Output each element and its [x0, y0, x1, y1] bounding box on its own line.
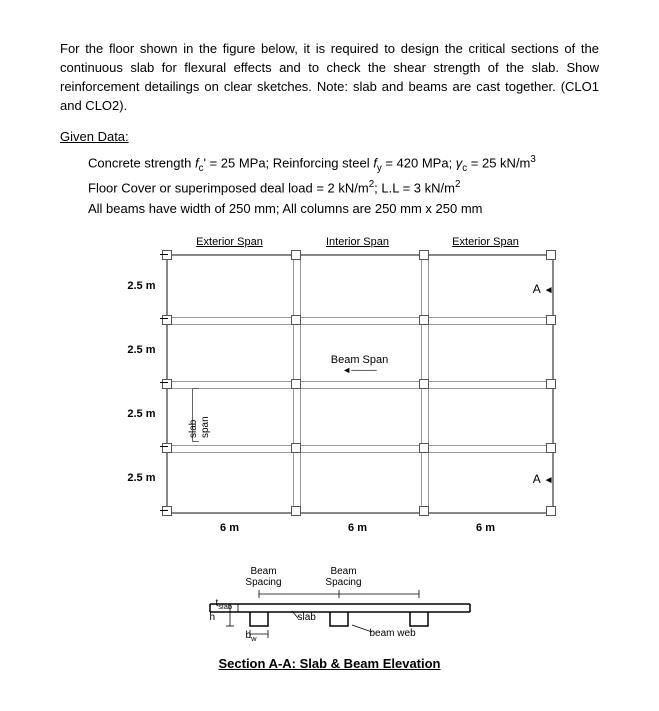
plan-grid: Beam Span ◄──── slab span	[166, 254, 554, 514]
t3: = 420 MPa;	[382, 156, 456, 171]
section-marker-A1: A	[533, 282, 554, 296]
tick	[160, 510, 168, 511]
beam-web-label: beam web	[370, 628, 416, 639]
l2bs: 2	[455, 179, 460, 190]
row-dim: 2.5 m	[116, 472, 156, 484]
t2: ' = 25 MPa; Reinforcing steel	[203, 156, 373, 171]
tick	[160, 254, 168, 255]
l2a: Floor Cover or superimposed deal load = …	[88, 180, 369, 195]
tick	[160, 318, 168, 319]
tslab-label: tslab	[216, 598, 233, 611]
column	[162, 506, 172, 516]
beam-line	[168, 317, 552, 325]
beam-spacing-1: Beam Spacing	[234, 566, 294, 588]
data-line-1: Concrete strength fc' = 25 MPa; Reinforc…	[88, 152, 599, 177]
l2b: ; L.L = 3 kN/m	[374, 180, 455, 195]
column	[419, 315, 429, 325]
data-line-2: Floor Cover or superimposed deal load = …	[88, 177, 599, 199]
column	[162, 250, 172, 260]
span-label-exterior-2: Exterior Span	[422, 236, 550, 248]
beam-span-label: Beam Span ◄────	[320, 354, 400, 375]
row-dim: 2.5 m	[116, 280, 156, 292]
row-dim: 2.5 m	[116, 408, 156, 420]
t: Concrete strength	[88, 156, 195, 171]
data-line-3: All beams have width of 250 mm; All colu…	[88, 199, 599, 220]
column	[291, 443, 301, 453]
span-label-interior: Interior Span	[294, 236, 422, 248]
span-label: span	[200, 416, 211, 438]
bs: w	[251, 634, 256, 643]
given-data-block: Concrete strength fc' = 25 MPa; Reinforc…	[88, 152, 599, 219]
column	[291, 379, 301, 389]
row-dim: 2.5 m	[116, 344, 156, 356]
column	[546, 443, 556, 453]
section-title: Section A-A: Slab & Beam Elevation	[60, 656, 599, 671]
h-label: h	[210, 612, 216, 623]
column	[546, 506, 556, 516]
column	[419, 443, 429, 453]
span-label-exterior-1: Exterior Span	[166, 236, 294, 248]
slab-pointer-label: slab	[298, 612, 316, 623]
col-dim: 6 m	[294, 522, 422, 534]
tick	[160, 446, 168, 447]
column	[546, 379, 556, 389]
tick	[160, 382, 168, 383]
slab-label: slab	[188, 419, 199, 437]
beam-line	[168, 381, 552, 389]
column	[162, 443, 172, 453]
t4: = 25 kN/m	[467, 156, 530, 171]
column	[291, 250, 301, 260]
column	[291, 315, 301, 325]
column	[419, 250, 429, 260]
column	[291, 506, 301, 516]
column	[546, 315, 556, 325]
given-data-heading: Given Data:	[60, 129, 599, 144]
t4s: 3	[530, 154, 535, 165]
section-marker-A2: A	[533, 472, 554, 486]
column	[546, 250, 556, 260]
column	[162, 315, 172, 325]
section-figure: Beam Spacing Beam Spacing tslab h bw sla…	[120, 570, 540, 650]
problem-statement: For the floor shown in the figure below,…	[60, 40, 599, 115]
beam-spacing-2: Beam Spacing	[314, 566, 374, 588]
intro-a: For the floor shown in the figure below,…	[60, 41, 599, 113]
column	[419, 379, 429, 389]
col-dim: 6 m	[422, 522, 550, 534]
column	[162, 379, 172, 389]
col-dim: 6 m	[166, 522, 294, 534]
bw-label: bw	[246, 630, 257, 643]
plan-figure: Exterior Span Interior Span Exterior Spa…	[80, 236, 580, 556]
ts: slab	[218, 602, 232, 611]
beam-line	[168, 445, 552, 453]
column	[419, 506, 429, 516]
